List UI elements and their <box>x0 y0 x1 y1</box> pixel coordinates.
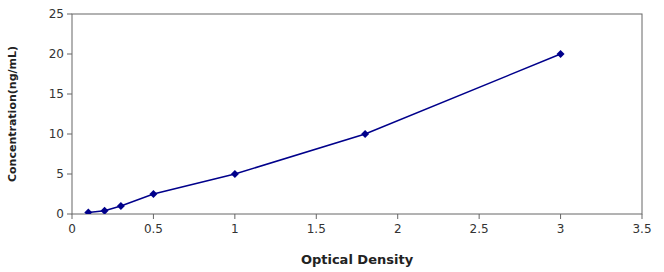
x-tick <box>316 214 317 219</box>
y-tick <box>67 134 72 135</box>
x-tick <box>72 214 73 219</box>
x-tick-label: 0 <box>68 222 76 236</box>
x-tick <box>234 214 235 219</box>
series <box>84 50 564 214</box>
x-axis: 0 0.5 1 1.5 2 2.5 3 3.5 Optical Density <box>68 214 651 267</box>
x-tick-label: 0.5 <box>144 222 163 236</box>
x-tick-label: 3 <box>557 222 565 236</box>
point <box>149 190 157 198</box>
y-tick-label: 15 <box>49 87 64 101</box>
point <box>361 130 369 138</box>
y-tick-label: 0 <box>56 207 64 221</box>
x-tick-label: 2 <box>394 222 402 236</box>
x-tick <box>560 214 561 219</box>
y-tick <box>67 14 72 15</box>
point <box>557 50 565 58</box>
y-axis-label: Concentration(ng/mL) <box>6 46 19 182</box>
y-tick <box>67 54 72 55</box>
point <box>84 208 92 214</box>
chart-container: 0 0.5 1 1.5 2 2.5 3 3.5 Optical Density 0 5 10 15 20 2… <box>0 0 664 272</box>
y-tick <box>67 174 72 175</box>
y-tick-label: 25 <box>49 7 64 21</box>
x-tick <box>642 214 643 219</box>
x-tick <box>479 214 480 219</box>
y-tick-label: 5 <box>56 167 64 181</box>
point <box>117 202 125 210</box>
x-tick <box>153 214 154 219</box>
y-tick <box>67 94 72 95</box>
point <box>231 170 239 178</box>
y-tick-label: 20 <box>49 47 64 61</box>
y-tick-label: 10 <box>49 127 64 141</box>
x-tick-label: 3.5 <box>632 222 651 236</box>
x-axis-label: Optical Density <box>301 252 414 267</box>
plot-frame <box>72 14 642 214</box>
x-tick-label: 2.5 <box>470 222 489 236</box>
y-axis: 0 5 10 15 20 25 Concentration(ng/mL) <box>6 7 72 221</box>
y-tick <box>67 214 72 215</box>
chart: 0 0.5 1 1.5 2 2.5 3 3.5 Optical Density 0 5 10 15 20 2… <box>0 0 664 272</box>
x-tick-label: 1.5 <box>307 222 326 236</box>
x-tick-label: 1 <box>231 222 239 236</box>
point <box>101 207 109 214</box>
line <box>88 54 560 212</box>
x-tick <box>397 214 398 219</box>
